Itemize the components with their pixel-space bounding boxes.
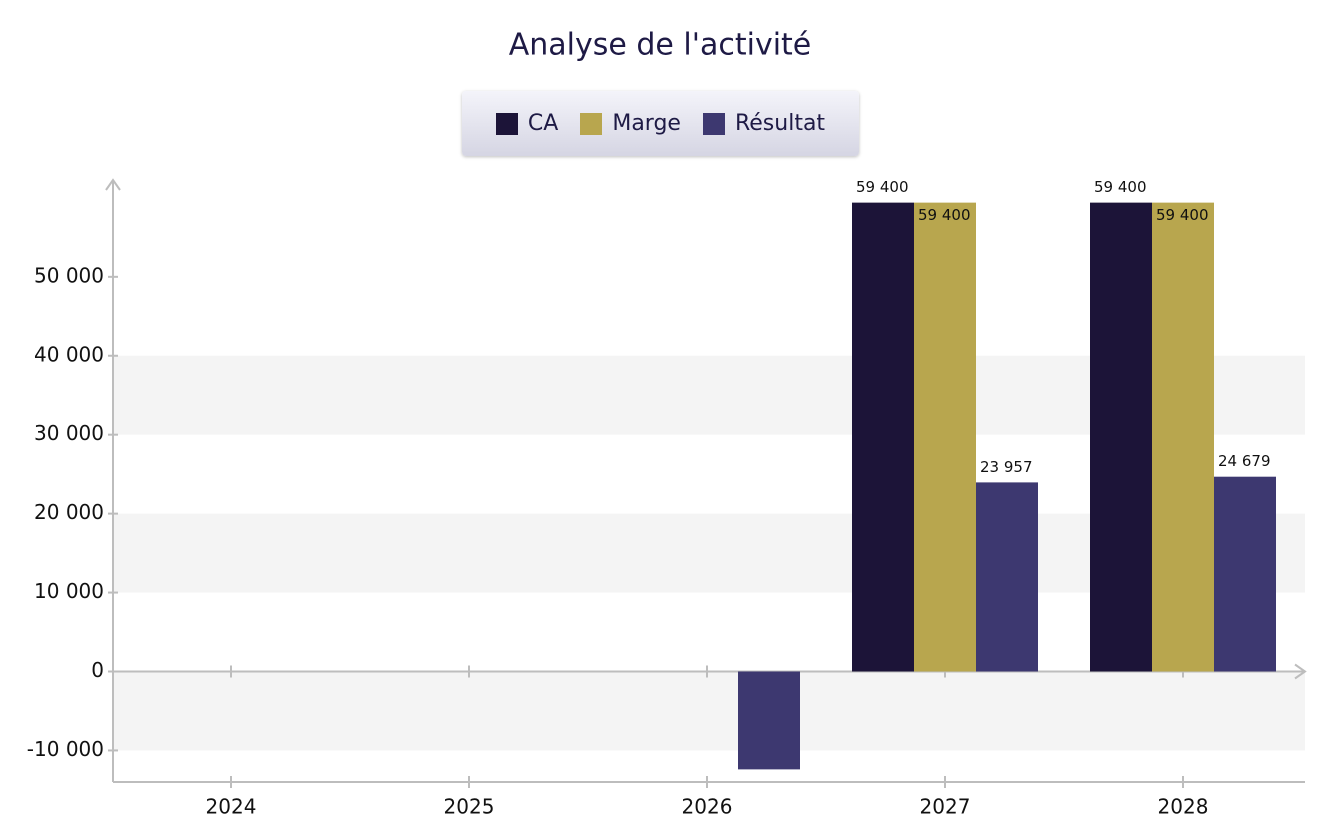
x-tick-label: 2026 [682,795,733,819]
bar [914,202,976,672]
y-tick-label: 0 [91,658,104,682]
x-tick-label: 2024 [206,795,257,819]
y-tick-label: 20 000 [34,500,104,524]
legend-swatch [702,112,725,135]
y-tick-label: 10 000 [34,579,104,603]
grid-band [113,671,1305,751]
legend-item[interactable]: CA [495,111,559,136]
data-label: 59 400 [1094,178,1147,196]
bar [1152,202,1214,672]
data-label: 59 400 [856,178,909,196]
legend-swatch [495,112,518,135]
bar [738,671,800,770]
x-tick-label: 2025 [444,795,495,819]
y-axis [105,178,121,782]
legend-label: Marge [612,111,681,136]
bar [852,202,914,672]
legend-label: Résultat [734,111,826,136]
data-label: 24 679 [1218,452,1271,470]
legend-item[interactable]: Résultat [702,111,826,136]
data-label: 23 957 [980,458,1033,476]
legend-swatch [580,112,603,135]
x-tick-label: 2027 [920,795,971,819]
plot: -10 000 0 10 000 20 000 30 000 40 000 50 000 20… [27,178,1307,819]
data-label: 59 400 [918,206,971,224]
x-tick-label: 2028 [1158,795,1209,819]
y-tick-label: 40 000 [34,342,104,366]
bar [1214,476,1276,672]
legend: CA Marge Résultat [462,91,859,156]
bar [976,482,1038,672]
legend-label: CA [527,111,559,136]
data-label: 59 400 [1156,206,1209,224]
y-tick-label: 30 000 [34,421,104,445]
bar [1090,202,1152,672]
y-tick-label: 50 000 [34,263,104,287]
chart-title: Analyse de l'activité [509,28,812,63]
legend-item[interactable]: Marge [580,111,681,136]
y-tick-label: -10 000 [27,737,104,761]
